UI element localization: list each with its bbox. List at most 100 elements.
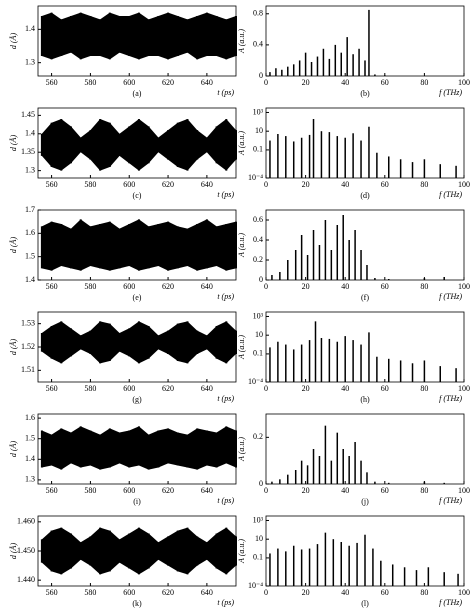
x-tick-label: 100 [458, 486, 470, 495]
x-tick-label: 580 [84, 486, 96, 495]
x-axis-label: t (ps) [217, 598, 234, 607]
y-tick-label: 1.4 [25, 275, 35, 284]
x-tick-label: 80 [420, 78, 428, 87]
x-tick-label: 100 [458, 282, 470, 291]
x-tick-label: 600 [123, 78, 135, 87]
x-tick-label: 20 [302, 282, 310, 291]
y-axis-label: A (a.u.) [237, 335, 246, 360]
x-tick-label: 0 [264, 384, 268, 393]
x-tick-label: 100 [458, 78, 470, 87]
x-tick-label: 80 [420, 486, 428, 495]
x-tick-label: 580 [84, 282, 96, 291]
x-tick-label: 560 [46, 180, 58, 189]
y-tick-label: 0.4 [253, 40, 263, 49]
y-tick-label: 0.4 [253, 235, 263, 244]
y-tick-label: 0.1 [253, 145, 263, 154]
y-tick-label: 1.6 [25, 228, 35, 237]
x-tick-label: 640 [201, 180, 213, 189]
x-tick-label: 80 [420, 282, 428, 291]
x-tick-label: 600 [123, 486, 135, 495]
y-tick-label: 1.53 [21, 318, 35, 327]
x-tick-label: 40 [341, 282, 349, 291]
y-tick-label: 0.2 [253, 255, 263, 264]
plot-frame [265, 107, 465, 179]
y-tick-label: 0.6 [253, 215, 263, 224]
x-axis-label: t (ps) [217, 88, 234, 97]
y-tick-label: 1.4 [25, 129, 35, 138]
x-axis-label: t (ps) [217, 190, 234, 199]
x-tick-label: 60 [381, 384, 389, 393]
y-tick-label: 0.1 [253, 349, 263, 358]
x-axis-label: t (ps) [217, 292, 234, 301]
caption: (d) [360, 191, 370, 200]
caption: (a) [133, 89, 142, 98]
y-axis-label: A (a.u.) [237, 539, 246, 564]
y-tick-label: 1.460 [17, 517, 35, 526]
y-tick-label: 0 [259, 479, 263, 488]
y-tick-label: 1.45 [21, 110, 35, 119]
x-tick-label: 620 [162, 78, 174, 87]
caption: (g) [132, 395, 142, 404]
x-tick-label: 80 [420, 384, 428, 393]
y-axis-label: A (a.u.) [237, 437, 246, 462]
x-tick-label: 100 [458, 384, 470, 393]
x-tick-label: 40 [341, 180, 349, 189]
x-axis-label: f (THz) [439, 496, 462, 505]
x-tick-label: 620 [162, 384, 174, 393]
x-axis-label: f (THz) [439, 88, 462, 97]
plot-frame [265, 413, 465, 485]
y-tick-label: 10³ [253, 107, 264, 116]
y-tick-label: 1.52 [21, 342, 35, 351]
caption: (f) [361, 293, 369, 302]
y-tick-label: 0 [259, 71, 263, 80]
x-tick-label: 600 [123, 384, 135, 393]
x-tick-label: 560 [46, 78, 58, 87]
y-tick-label: 1.5 [25, 251, 35, 260]
y-tick-label: 10 [255, 126, 263, 135]
y-tick-label: 1.3 [25, 57, 35, 66]
y-axis-label: d (Å) [9, 543, 18, 560]
y-tick-label: 10 [255, 330, 263, 339]
x-tick-label: 620 [162, 282, 174, 291]
x-tick-label: 60 [381, 180, 389, 189]
x-tick-label: 60 [381, 282, 389, 291]
caption: (b) [360, 89, 370, 98]
x-axis-label: f (THz) [439, 394, 462, 403]
x-tick-label: 640 [201, 384, 213, 393]
x-tick-label: 20 [302, 588, 310, 597]
x-tick-label: 560 [46, 384, 58, 393]
y-axis-label: A (a.u.) [237, 29, 246, 54]
x-tick-label: 600 [123, 588, 135, 597]
y-tick-label: 1.51 [21, 365, 35, 374]
y-axis-label: d (Å) [9, 33, 18, 50]
x-tick-label: 100 [458, 588, 470, 597]
y-tick-label: 1.4 [25, 454, 35, 463]
x-axis-label: t (ps) [217, 496, 234, 505]
y-tick-label: 1.6 [25, 413, 35, 422]
y-axis-label: A (a.u.) [237, 131, 246, 156]
y-tick-label: 1.35 [21, 147, 35, 156]
caption: (h) [360, 395, 370, 404]
x-tick-label: 640 [201, 486, 213, 495]
x-tick-label: 80 [420, 588, 428, 597]
x-tick-label: 0 [264, 180, 268, 189]
x-tick-label: 20 [302, 384, 310, 393]
x-tick-label: 580 [84, 588, 96, 597]
y-axis-label: d (Å) [9, 441, 18, 458]
y-axis-label: d (Å) [9, 135, 18, 152]
y-tick-label: 10⁻⁴ [248, 377, 263, 386]
y-tick-label: 10 [255, 534, 263, 543]
caption: (j) [361, 497, 369, 506]
x-tick-label: 60 [381, 588, 389, 597]
y-tick-label: 10⁻⁴ [248, 581, 263, 590]
x-tick-label: 600 [123, 282, 135, 291]
y-tick-label: 1.450 [17, 546, 35, 555]
y-tick-label: 0.2 [253, 432, 263, 441]
plot-frame [265, 311, 465, 383]
x-tick-label: 0 [264, 486, 268, 495]
caption: (l) [361, 599, 369, 608]
y-axis-label: A (a.u.) [237, 233, 246, 258]
x-tick-label: 40 [341, 588, 349, 597]
x-tick-label: 580 [84, 384, 96, 393]
